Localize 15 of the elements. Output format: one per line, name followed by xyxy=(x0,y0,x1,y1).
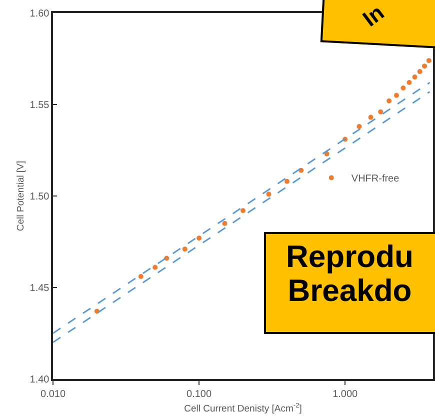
y-tick-label: 1.55 xyxy=(30,100,50,111)
legend-label: VHFR-free xyxy=(351,174,400,185)
y-tick-label: 1.45 xyxy=(30,283,50,294)
x-axis-title: Cell Current Denisty [Acm$^{-2}$] xyxy=(184,402,302,414)
callout-box: Reprodu Breakdo xyxy=(264,232,435,334)
y-tick-label: 1.50 xyxy=(30,192,50,202)
x-tick-label: 0.010 xyxy=(40,388,66,400)
y-axis-title: Cell Potential [V] xyxy=(15,160,26,232)
y-tick-label: 1.60 xyxy=(30,8,50,20)
callout-box: In xyxy=(320,0,435,50)
x-tick-label: 0.100 xyxy=(186,388,212,400)
y-tick-label: 1.40 xyxy=(30,374,50,386)
annotation: In xyxy=(358,0,389,32)
annotation: Reprodu Breakdo xyxy=(286,239,414,308)
x-tick-label: 1.000 xyxy=(332,388,358,400)
